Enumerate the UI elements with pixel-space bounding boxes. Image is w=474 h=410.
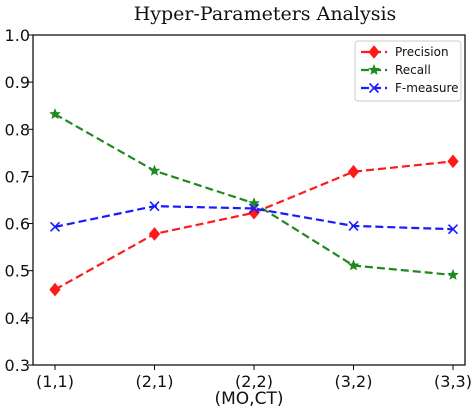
data-point-f-measure — [248, 203, 260, 214]
data-point-precision — [148, 227, 161, 241]
legend-label: Recall — [395, 63, 431, 77]
series-precision — [49, 154, 459, 297]
y-tick-label: 0.5 — [5, 262, 30, 281]
y-tick-label: 0.9 — [5, 73, 30, 92]
x-tick-label: (2,2) — [235, 372, 273, 391]
data-point-recall — [49, 108, 61, 120]
data-point-recall — [148, 164, 161, 176]
y-tick-label: 1.0 — [5, 26, 30, 45]
plot-area — [32, 34, 466, 366]
legend-item-recall: Recall — [361, 63, 431, 77]
y-axis: 0.3 0.4 0.5 0.6 0.7 0.8 0.9 1.0 — [5, 26, 33, 375]
data-point-f-measure — [348, 220, 359, 231]
y-tick-label: 0.4 — [5, 309, 30, 328]
series-line-recall — [54, 113, 454, 277]
y-tick-label: 0.3 — [5, 356, 30, 375]
data-point-precision — [347, 164, 360, 179]
x-tick-label: (3,3) — [434, 372, 472, 391]
x-axis: (1,1) (2,1) (2,2) (3,2) (3,3) — [36, 365, 472, 391]
y-tick-label: 0.7 — [5, 167, 30, 186]
series-f-measure — [49, 201, 459, 235]
data-point-f-measure — [49, 221, 61, 232]
x-axis-label: (MO,CT) — [215, 389, 284, 409]
legend-marker-precision — [368, 45, 380, 59]
chart-title: Hyper-Parameters Analysis — [134, 3, 397, 25]
legend: Precision Recall F-measure — [354, 40, 462, 102]
legend-item-precision: Precision — [361, 45, 449, 59]
series-line-f-measure — [54, 205, 454, 231]
x-tick-label: (1,1) — [36, 372, 74, 391]
data-point-recall — [248, 197, 260, 209]
legend-marker-recall — [368, 63, 380, 75]
legend-item-f-measure: F-measure — [361, 81, 459, 95]
data-point-recall — [447, 268, 459, 280]
y-tick-label: 0.6 — [5, 215, 30, 234]
x-tick-label: (3,2) — [335, 372, 373, 391]
data-point-precision — [49, 282, 61, 297]
data-point-precision — [447, 154, 459, 169]
x-tick-label: (2,1) — [136, 372, 174, 391]
legend-label: Precision — [395, 45, 449, 59]
y-tick-label: 0.8 — [5, 120, 30, 139]
series-line-precision — [54, 160, 454, 291]
data-point-f-measure — [447, 224, 459, 235]
legend-box — [354, 40, 462, 102]
series-group — [49, 108, 459, 297]
legend-marker-f-measure — [368, 82, 380, 94]
data-point-f-measure — [149, 201, 160, 212]
series-recall — [49, 108, 459, 280]
data-point-recall — [347, 259, 360, 271]
legend-label: F-measure — [395, 81, 459, 95]
